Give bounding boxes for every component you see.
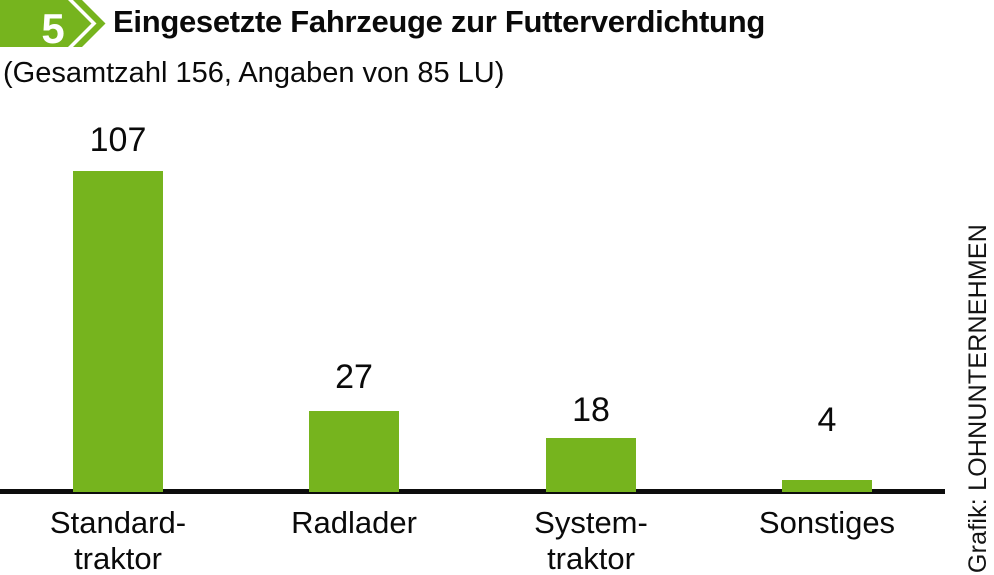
- category-label: Sonstiges: [709, 505, 945, 541]
- category-label: System-traktor: [473, 505, 709, 575]
- badge-arrow-tip: [73, 0, 106, 47]
- x-axis-line: [0, 489, 945, 494]
- bar-value-label: 18: [572, 391, 610, 429]
- page-title: Eingesetzte Fahrzeuge zur Futterverdicht…: [113, 4, 765, 39]
- credit-text: Grafik: LOHNUNTERNEHMEN: [964, 223, 992, 573]
- category-label-line: Sonstiges: [758, 505, 896, 540]
- bar-Systemtraktor: [546, 438, 636, 492]
- category-label-line: Radlader: [291, 505, 417, 540]
- badge-arrow-body: [0, 0, 92, 47]
- category-label-line: traktor: [74, 541, 162, 575]
- bar-Standardtraktor: [73, 171, 163, 492]
- category-label-line: Standard-: [49, 505, 187, 540]
- figure-number-badge: 5: [0, 0, 106, 48]
- bar-value-label: 4: [817, 401, 837, 439]
- chart-subtitle: (Gesamtzahl 156, Angaben von 85 LU): [3, 57, 505, 89]
- category-label-line: System-: [534, 505, 648, 540]
- badge-number: 5: [41, 5, 64, 48]
- bar-value-label: 27: [335, 358, 373, 396]
- category-label: Radlader: [236, 505, 472, 541]
- bar-Radlader: [309, 411, 399, 492]
- bar-Sonstiges: [782, 480, 872, 492]
- category-label-line: traktor: [547, 541, 635, 575]
- category-label: Standard-traktor: [0, 505, 236, 575]
- bar-value-label: 107: [89, 121, 147, 159]
